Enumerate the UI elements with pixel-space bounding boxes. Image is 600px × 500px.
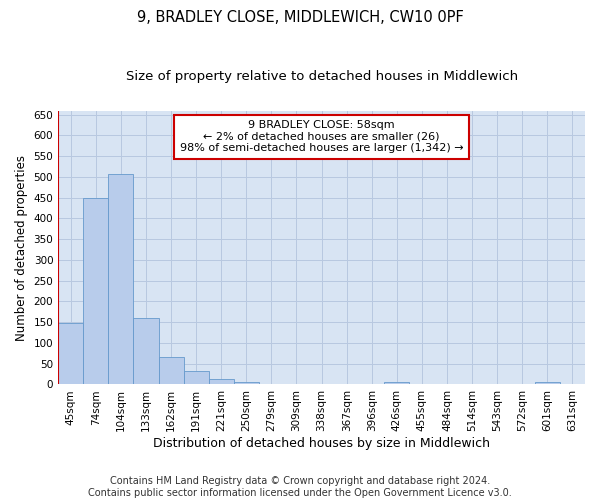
Bar <box>209 379 234 384</box>
Y-axis label: Number of detached properties: Number of detached properties <box>15 154 28 340</box>
Bar <box>133 318 158 384</box>
Text: 9 BRADLEY CLOSE: 58sqm
← 2% of detached houses are smaller (26)
98% of semi-deta: 9 BRADLEY CLOSE: 58sqm ← 2% of detached … <box>180 120 463 154</box>
Bar <box>535 382 560 384</box>
Title: Size of property relative to detached houses in Middlewich: Size of property relative to detached ho… <box>125 70 518 83</box>
Text: 9, BRADLEY CLOSE, MIDDLEWICH, CW10 0PF: 9, BRADLEY CLOSE, MIDDLEWICH, CW10 0PF <box>137 10 463 25</box>
Bar <box>184 371 209 384</box>
Text: Contains HM Land Registry data © Crown copyright and database right 2024.
Contai: Contains HM Land Registry data © Crown c… <box>88 476 512 498</box>
Bar <box>58 323 83 384</box>
Bar <box>158 356 184 384</box>
Bar <box>234 382 259 384</box>
Bar <box>109 174 133 384</box>
Bar <box>83 198 109 384</box>
X-axis label: Distribution of detached houses by size in Middlewich: Distribution of detached houses by size … <box>153 437 490 450</box>
Bar <box>385 382 409 384</box>
